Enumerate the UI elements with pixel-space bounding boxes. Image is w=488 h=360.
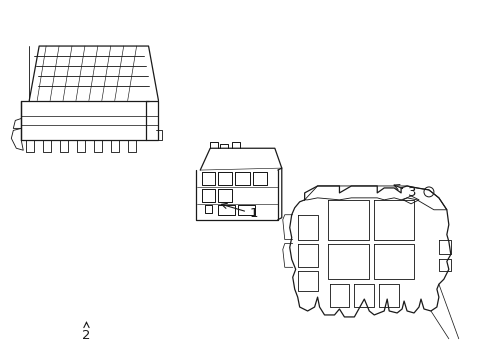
Text: 3: 3 xyxy=(393,185,416,199)
Text: 2: 2 xyxy=(82,322,91,342)
Text: 1: 1 xyxy=(221,203,258,220)
